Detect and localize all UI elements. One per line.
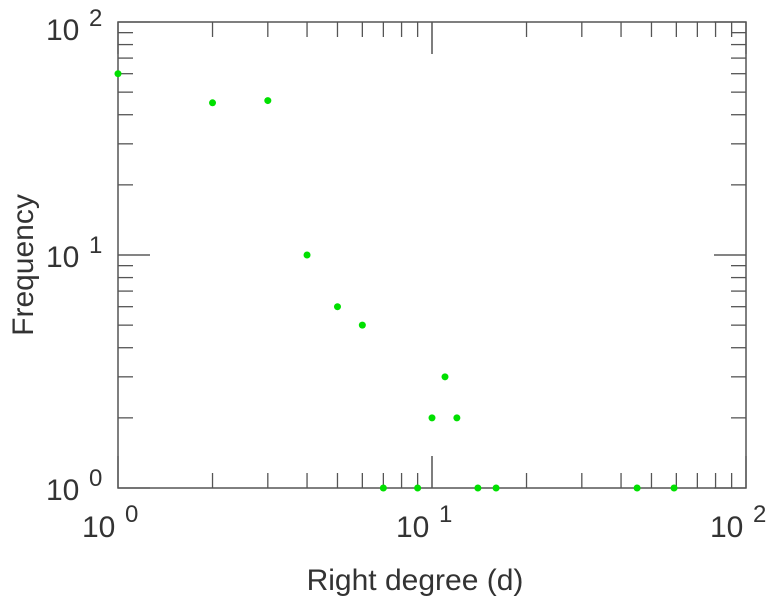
data-point (264, 97, 272, 105)
data-point (379, 484, 387, 492)
svg-text:10: 10 (710, 511, 743, 544)
y-tick-label-0: 10 0 (46, 465, 102, 507)
data-point (303, 251, 311, 259)
y-axis-label: Frequency (7, 194, 40, 336)
data-point (209, 99, 217, 107)
svg-text:1: 1 (439, 501, 452, 528)
y-tick-label-2: 10 2 (46, 5, 102, 47)
data-point (333, 303, 341, 311)
svg-text:1: 1 (89, 232, 102, 259)
data-point (474, 484, 482, 492)
x-axis-label: Right degree (d) (307, 564, 524, 597)
data-point (358, 321, 366, 329)
data-point (414, 484, 422, 492)
svg-text:10: 10 (46, 14, 79, 47)
data-point (114, 70, 122, 78)
svg-text:2: 2 (753, 501, 766, 528)
data-point (441, 373, 449, 381)
data-point (633, 484, 641, 492)
svg-text:10: 10 (82, 511, 115, 544)
data-point (453, 414, 461, 422)
data-point (428, 414, 436, 422)
svg-text:0: 0 (89, 465, 102, 492)
data-point (670, 484, 678, 492)
x-tick-label-0: 10 0 (82, 501, 138, 544)
svg-text:10: 10 (396, 511, 429, 544)
data-point (492, 484, 500, 492)
svg-text:0: 0 (125, 501, 138, 528)
x-tick-label-2: 10 2 (710, 501, 766, 544)
svg-text:10: 10 (46, 241, 79, 274)
x-tick-label-1: 10 1 (396, 501, 452, 544)
svg-text:10: 10 (46, 474, 79, 507)
svg-text:2: 2 (89, 5, 102, 32)
data-points (114, 70, 678, 492)
y-tick-label-1: 10 1 (46, 232, 102, 274)
plot-frame (117, 21, 747, 489)
